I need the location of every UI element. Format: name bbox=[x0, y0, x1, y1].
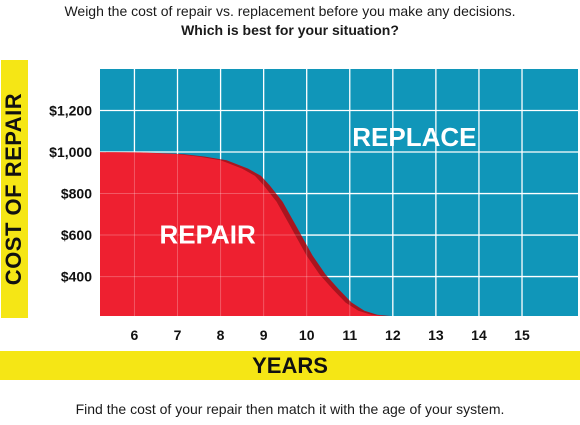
x-axis-label: YEARS bbox=[252, 353, 328, 378]
y-tick-label-2: $800 bbox=[61, 186, 92, 202]
y-tick-label-4: $1,200 bbox=[49, 103, 92, 119]
region-label-repair: REPAIR bbox=[160, 219, 257, 249]
y-tick-label-1: $600 bbox=[61, 227, 92, 243]
x-tick-label-12: 12 bbox=[385, 327, 401, 343]
x-tick-label-13: 13 bbox=[428, 327, 444, 343]
x-tick-label-10: 10 bbox=[299, 327, 315, 343]
x-tick-label-6: 6 bbox=[131, 327, 139, 343]
x-tick-label-15: 15 bbox=[514, 327, 530, 343]
x-tick-label-8: 8 bbox=[217, 327, 225, 343]
x-axis-label-band bbox=[0, 351, 580, 380]
y-axis-label-band bbox=[1, 60, 28, 318]
footer-instruction: Find the cost of your repair then match … bbox=[75, 401, 505, 417]
x-tick-label-9: 9 bbox=[260, 327, 268, 343]
y-tick-label-3: $1,000 bbox=[49, 144, 92, 160]
y-tick-label-0: $400 bbox=[61, 269, 92, 285]
header-question: Which is best for your situation? bbox=[181, 22, 399, 38]
x-tick-label-11: 11 bbox=[342, 327, 357, 343]
region-label-replace: REPLACE bbox=[352, 122, 476, 152]
header-line-1: Weigh the cost of repair vs. replacement… bbox=[64, 3, 516, 19]
repair-region bbox=[100, 152, 385, 316]
x-tick-label-14: 14 bbox=[471, 327, 487, 343]
x-tick-label-7: 7 bbox=[174, 327, 182, 343]
